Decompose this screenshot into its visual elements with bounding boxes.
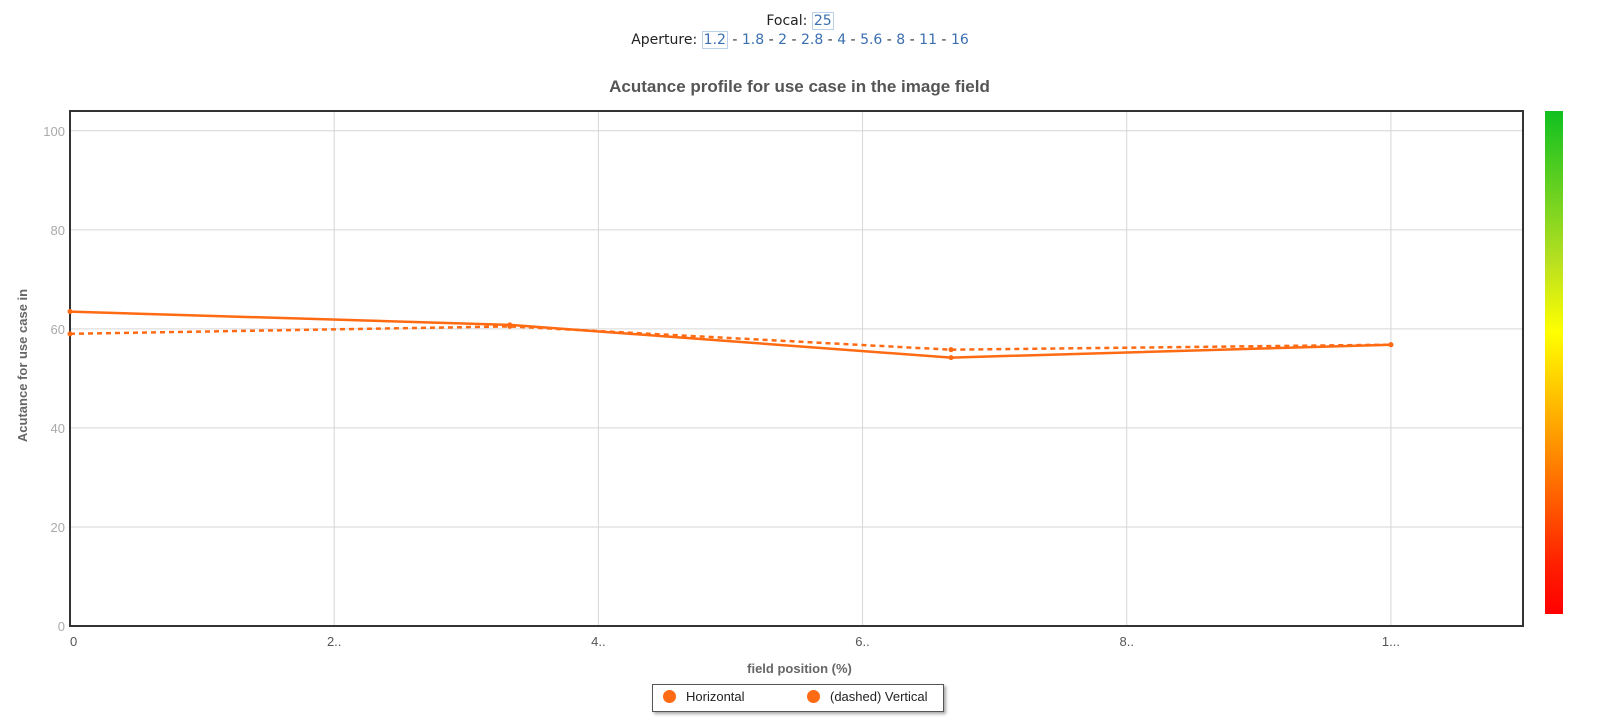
separator: - bbox=[905, 32, 920, 48]
x-axis-label: field position (%) bbox=[747, 661, 852, 676]
chart-legend: Horizontal (dashed) Vertical bbox=[652, 684, 944, 712]
focal-option[interactable]: 25 bbox=[811, 12, 834, 30]
y-tick-label: 60 bbox=[51, 322, 65, 337]
x-tick-label: 6.. bbox=[855, 634, 869, 649]
separator: - bbox=[846, 32, 861, 48]
y-tick-label: 80 bbox=[51, 223, 65, 238]
aperture-option[interactable]: 1.2 bbox=[701, 31, 728, 49]
y-axis-label: Acutance for use case in bbox=[15, 289, 30, 442]
acutance-color-scale bbox=[1545, 111, 1563, 614]
data-point bbox=[948, 347, 954, 353]
aperture-option[interactable]: 5.6 bbox=[860, 32, 883, 48]
y-tick-label: 20 bbox=[51, 520, 65, 535]
data-point bbox=[948, 355, 954, 361]
aperture-selector: Aperture: 1.2 - 1.8 - 2 - 2.8 - 4 - 5.6 … bbox=[0, 31, 1600, 49]
data-point bbox=[1388, 342, 1394, 348]
x-tick-label: 8.. bbox=[1119, 634, 1133, 649]
y-tick-label: 0 bbox=[58, 619, 65, 634]
data-point bbox=[507, 323, 513, 329]
legend-item-horizontal[interactable]: Horizontal bbox=[663, 689, 745, 704]
series-line-horizontal bbox=[69, 310, 1391, 359]
aperture-option[interactable]: 8 bbox=[896, 32, 906, 48]
legend-marker-vertical bbox=[807, 690, 820, 703]
plot-frame bbox=[69, 110, 1524, 627]
focal-label: Focal: bbox=[766, 13, 812, 29]
legend-item-vertical[interactable]: (dashed) Vertical bbox=[807, 689, 928, 704]
data-point bbox=[67, 331, 73, 337]
aperture-option[interactable]: 1.8 bbox=[741, 32, 765, 48]
aperture-option[interactable]: 2.8 bbox=[800, 32, 824, 48]
legend-label-horizontal: Horizontal bbox=[686, 689, 745, 704]
x-tick-label: 1... bbox=[1382, 634, 1400, 649]
aperture-label: Aperture: bbox=[631, 32, 702, 48]
focal-selector: Focal: 25 bbox=[0, 12, 1600, 30]
separator: - bbox=[764, 32, 779, 48]
legend-label-vertical: (dashed) Vertical bbox=[830, 689, 928, 704]
data-point bbox=[67, 309, 73, 315]
separator: - bbox=[787, 32, 801, 48]
separator: - bbox=[936, 32, 951, 48]
legend-marker-horizontal bbox=[663, 690, 676, 703]
x-tick-label: 0 bbox=[70, 634, 77, 649]
aperture-option[interactable]: 16 bbox=[950, 32, 969, 48]
chart-title: Acutance profile for use case in the ima… bbox=[609, 77, 990, 96]
x-tick-label: 2.. bbox=[327, 634, 341, 649]
aperture-option[interactable]: 4 bbox=[837, 32, 847, 48]
aperture-option[interactable]: 2 bbox=[778, 32, 788, 48]
x-tick-label: 4.. bbox=[591, 634, 605, 649]
y-tick-label: 40 bbox=[51, 421, 65, 436]
series-line-vertical bbox=[69, 325, 1391, 351]
separator: - bbox=[727, 32, 742, 48]
separator: - bbox=[882, 32, 897, 48]
separator: - bbox=[823, 32, 838, 48]
y-tick-label: 100 bbox=[43, 124, 65, 139]
aperture-option[interactable]: 11 bbox=[919, 32, 937, 48]
